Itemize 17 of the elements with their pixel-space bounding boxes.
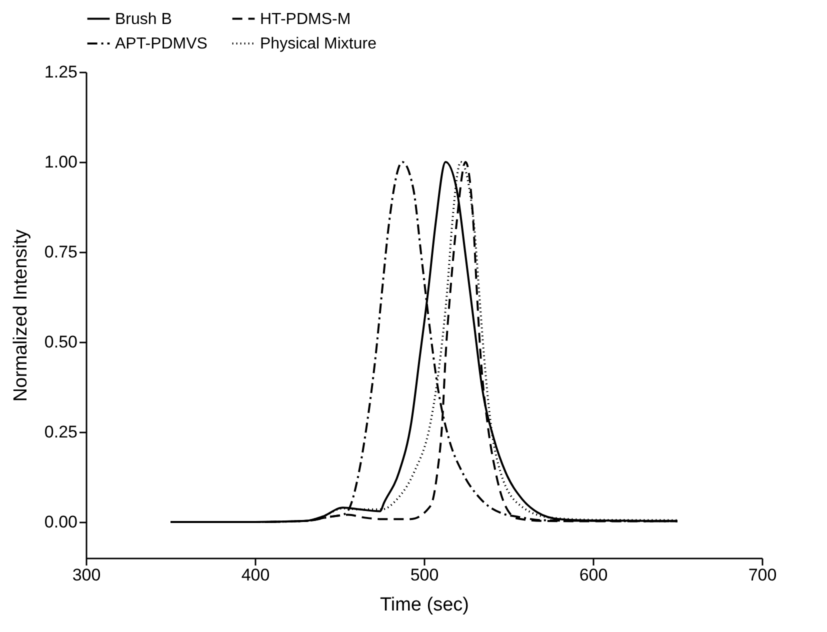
y-tick-label: 0.50 [44, 332, 78, 352]
x-tick-label: 600 [579, 566, 608, 584]
legend-label: APT-PDMVS [115, 36, 208, 52]
x-axis-title: Time (sec) [380, 594, 470, 616]
y-tick-label: 0.75 [44, 242, 78, 262]
x-tick-label: 400 [241, 566, 270, 584]
y-tick-label: 0.25 [44, 422, 78, 442]
x-tick-label: 500 [410, 566, 439, 584]
y-tick-label: 0.00 [44, 512, 78, 532]
legend-label: Brush B [115, 10, 172, 28]
y-axis-title: Normalized Intensity [10, 228, 32, 402]
y-tick-label: 1.25 [44, 62, 78, 82]
x-tick-label: 300 [72, 566, 101, 584]
y-tick-label: 1.00 [44, 152, 78, 172]
x-tick-label: 700 [748, 566, 777, 584]
legend-label: Physical Mixture [260, 36, 377, 52]
legend-label: HT-PDMS-M [260, 10, 351, 28]
